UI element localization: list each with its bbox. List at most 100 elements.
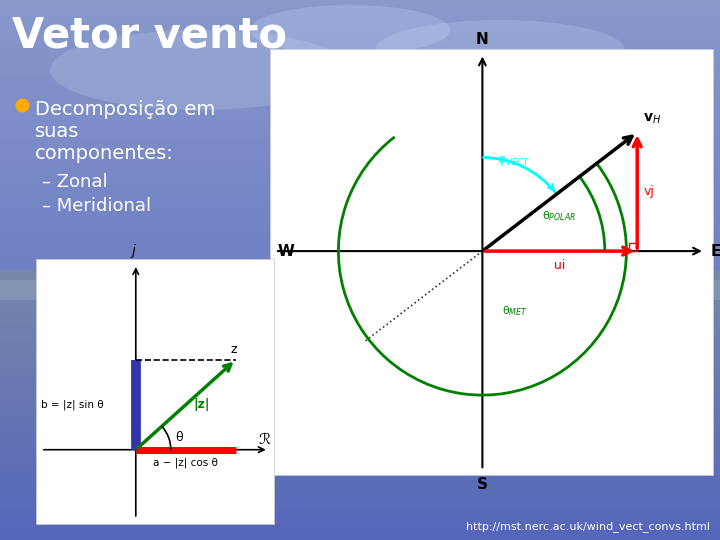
Bar	[0, 513, 720, 518]
Text: W: W	[278, 244, 295, 259]
Bar	[0, 459, 720, 464]
Bar	[0, 0, 720, 5]
Bar	[0, 481, 720, 486]
Bar	[0, 43, 720, 49]
Text: ℛ: ℛ	[258, 431, 271, 447]
Bar	[0, 448, 720, 454]
Bar	[0, 443, 720, 448]
Text: Decomposição em: Decomposição em	[35, 100, 215, 119]
Bar	[0, 11, 720, 16]
Text: θ$_{MET}$: θ$_{MET}$	[503, 304, 528, 318]
Bar	[0, 76, 720, 81]
Bar	[0, 97, 720, 103]
Bar	[0, 259, 720, 265]
Bar	[0, 405, 720, 410]
Bar	[0, 178, 720, 184]
Ellipse shape	[375, 20, 625, 80]
Bar	[0, 146, 720, 151]
Bar	[0, 173, 720, 178]
Bar	[0, 497, 720, 502]
Bar	[0, 340, 720, 346]
Bar	[0, 524, 720, 529]
Bar	[0, 351, 720, 356]
Bar	[0, 400, 720, 405]
Bar	[0, 491, 720, 497]
Bar	[0, 437, 720, 443]
Text: – Meridional: – Meridional	[42, 197, 151, 215]
Text: componentes:: componentes:	[35, 144, 174, 163]
Bar	[0, 103, 720, 108]
Bar	[0, 292, 720, 297]
Text: z: z	[231, 343, 238, 356]
Bar	[0, 362, 720, 367]
Bar	[0, 275, 720, 281]
Bar	[0, 502, 720, 508]
Bar	[0, 281, 720, 286]
Bar	[0, 432, 720, 437]
Bar	[0, 383, 720, 389]
Bar	[0, 292, 720, 297]
Bar	[0, 205, 720, 211]
Bar	[0, 167, 720, 173]
Text: E: E	[711, 244, 720, 259]
Bar	[0, 508, 720, 513]
Text: b = |z| sin θ: b = |z| sin θ	[41, 400, 104, 410]
Bar	[0, 119, 720, 124]
Bar	[0, 362, 720, 367]
Bar	[0, 313, 720, 319]
Text: φ$_{VECT}$: φ$_{VECT}$	[498, 154, 531, 168]
Bar	[0, 221, 720, 227]
Bar	[0, 265, 720, 270]
Bar	[0, 113, 720, 119]
Bar	[0, 535, 720, 540]
Bar	[0, 356, 720, 362]
Bar	[0, 308, 720, 313]
Ellipse shape	[250, 5, 450, 55]
Bar	[0, 475, 720, 481]
Text: a − |z| cos θ: a − |z| cos θ	[153, 458, 218, 468]
Bar	[0, 286, 720, 292]
Bar	[0, 324, 720, 329]
Bar	[0, 227, 720, 232]
Bar	[0, 194, 720, 200]
Bar	[0, 410, 720, 416]
Bar	[0, 459, 720, 464]
Bar	[0, 518, 720, 524]
Bar	[0, 529, 720, 535]
Bar	[0, 524, 720, 529]
Bar	[0, 427, 720, 432]
Bar	[0, 346, 720, 351]
Bar	[0, 54, 720, 59]
Bar	[0, 335, 720, 340]
Bar	[0, 65, 720, 70]
Bar	[0, 529, 720, 535]
Bar	[0, 502, 720, 508]
Bar	[0, 86, 720, 92]
Bar	[0, 162, 720, 167]
Bar	[0, 351, 720, 356]
Bar	[0, 389, 720, 394]
Bar	[0, 189, 720, 194]
Bar	[0, 378, 720, 383]
Bar	[0, 486, 720, 491]
Bar	[0, 405, 720, 410]
Bar	[0, 140, 720, 146]
Bar	[0, 535, 720, 540]
Bar	[0, 378, 720, 383]
Bar	[0, 319, 720, 324]
Bar	[0, 508, 720, 513]
Bar	[0, 421, 720, 427]
Bar	[0, 108, 720, 113]
Bar	[0, 475, 720, 481]
Text: θ$_{POLAR}$: θ$_{POLAR}$	[542, 209, 577, 223]
Bar	[0, 281, 720, 286]
Bar	[0, 394, 720, 400]
Bar	[0, 297, 720, 302]
Bar	[0, 286, 720, 292]
Bar	[0, 135, 720, 140]
Bar	[0, 92, 720, 97]
Bar	[0, 59, 720, 65]
Bar	[0, 124, 720, 130]
Bar	[0, 270, 720, 275]
Bar	[0, 270, 720, 275]
